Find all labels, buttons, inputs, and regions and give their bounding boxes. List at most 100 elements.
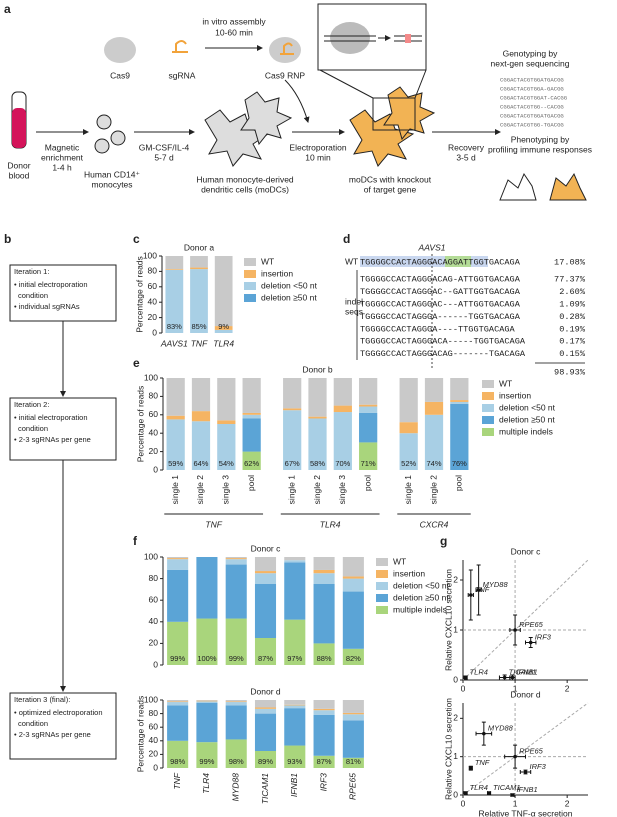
panel-label: c bbox=[133, 232, 140, 246]
point bbox=[482, 731, 486, 736]
rnp-on-dna bbox=[330, 22, 370, 54]
bar-segment bbox=[254, 571, 277, 574]
iteration-box bbox=[9, 692, 117, 760]
bar-segment bbox=[359, 406, 378, 413]
legend-label: deletion <50 nt bbox=[393, 580, 450, 590]
edited-label: 71% bbox=[361, 459, 376, 468]
x-tick-label: pool bbox=[246, 475, 256, 491]
bar-segment bbox=[283, 378, 302, 409]
edited-label: 58% bbox=[310, 459, 325, 468]
legend-label: deletion <50 nt bbox=[261, 280, 318, 290]
y-tick-label: 60 bbox=[148, 281, 158, 291]
x-tick-label: pool bbox=[362, 475, 372, 491]
y-tick-label: 40 bbox=[149, 616, 159, 626]
bar-segment bbox=[166, 419, 185, 470]
x-tick-label: TNF bbox=[172, 772, 182, 789]
label: dendritic cells (moDCs) bbox=[201, 184, 289, 194]
bar-segment bbox=[333, 412, 352, 470]
legend-swatch bbox=[376, 558, 388, 566]
bar-segment bbox=[308, 416, 327, 419]
point-label: IFNB1 bbox=[516, 785, 537, 794]
bar-segment bbox=[313, 569, 335, 574]
bar-segment bbox=[242, 418, 261, 452]
bar-segment bbox=[196, 618, 218, 665]
bar-segment bbox=[196, 702, 218, 743]
x-tick-label: 0 bbox=[461, 683, 466, 693]
y-tick-label: 2 bbox=[453, 574, 458, 584]
sgrna-icon bbox=[172, 40, 188, 53]
label: condition bbox=[18, 291, 48, 300]
panel-label: a bbox=[4, 2, 11, 16]
legend-swatch bbox=[482, 416, 494, 424]
bar-segment bbox=[167, 557, 189, 559]
percentage: 0.15% bbox=[559, 349, 586, 359]
label: sgRNA bbox=[169, 70, 196, 80]
edited-label: 87% bbox=[317, 757, 332, 766]
bar-segment bbox=[167, 559, 189, 570]
iteration-box bbox=[9, 397, 117, 461]
point-label: TNF bbox=[475, 758, 490, 767]
bar-segment bbox=[284, 619, 306, 665]
ko-cell bbox=[383, 86, 436, 141]
edited-label: 81% bbox=[346, 757, 361, 766]
label: • 2-3 sgRNAs per gene bbox=[14, 730, 91, 739]
label: Iteration 3 (final): bbox=[14, 695, 70, 704]
bar-segment bbox=[196, 742, 218, 768]
label: seqs bbox=[345, 306, 363, 316]
x-tick-label: pool bbox=[454, 475, 464, 491]
label: Magnetic bbox=[45, 142, 80, 152]
bar-segment bbox=[254, 713, 277, 751]
bar-segment bbox=[342, 720, 364, 758]
bar-segment bbox=[359, 412, 378, 443]
sequence: TGGGGCCACTAGGGACAGGATTGGTGACAGA bbox=[360, 257, 521, 267]
zoom-line bbox=[414, 69, 427, 99]
bar-segment bbox=[313, 710, 335, 715]
bar-segment bbox=[313, 584, 335, 644]
x-tick-label: 0 bbox=[461, 798, 466, 808]
sequence: TGGGGCCACTAGGGAC---ATTGGTGACAGA bbox=[360, 299, 521, 309]
bar-segment bbox=[214, 329, 233, 333]
bar-segment bbox=[359, 378, 378, 405]
y-tick-label: 100 bbox=[143, 250, 157, 260]
chart-title: Donor d bbox=[250, 686, 281, 696]
x-tick-label: 2 bbox=[565, 798, 570, 808]
edited-label: 93% bbox=[287, 757, 302, 766]
cell bbox=[96, 114, 112, 130]
legend-swatch bbox=[482, 404, 494, 412]
group-label: CXCR4 bbox=[420, 519, 449, 529]
y-tick-label: 0 bbox=[152, 327, 157, 337]
x-tick-label: single 1 bbox=[170, 475, 180, 505]
label: CGGACTACGTGG-TGACGG bbox=[500, 121, 564, 128]
bar-segment bbox=[424, 378, 444, 402]
bar-segment bbox=[450, 378, 469, 401]
bar-segment bbox=[167, 621, 189, 665]
bar-segment bbox=[359, 404, 378, 407]
label: enrichment bbox=[41, 152, 84, 162]
diagonal bbox=[462, 702, 589, 796]
edited-label: 89% bbox=[258, 757, 273, 766]
bar-segment bbox=[214, 326, 233, 330]
bar-segment bbox=[254, 700, 277, 708]
blood bbox=[12, 108, 26, 148]
y-tick-label: 0 bbox=[153, 762, 158, 772]
bar-segment bbox=[308, 418, 327, 470]
edited-label: 59% bbox=[168, 459, 183, 468]
bar-segment bbox=[167, 558, 189, 560]
y-tick-label: 2 bbox=[453, 713, 458, 723]
bar-segment bbox=[283, 410, 302, 470]
cas9 bbox=[104, 37, 136, 63]
bar-segment bbox=[196, 700, 218, 701]
y-tick-label: 0 bbox=[453, 789, 458, 799]
total: 98.93% bbox=[554, 367, 586, 377]
edited-label: 99% bbox=[170, 654, 185, 663]
bar-segment bbox=[196, 700, 218, 702]
bar-segment bbox=[166, 378, 185, 416]
bar-segment bbox=[342, 591, 364, 649]
x-tick-label: RPE65 bbox=[348, 773, 358, 800]
bar-segment bbox=[313, 643, 335, 665]
bar-segment bbox=[313, 573, 335, 584]
zoom-line bbox=[319, 69, 374, 99]
bar-segment bbox=[284, 704, 306, 706]
bar-segment bbox=[424, 401, 444, 415]
